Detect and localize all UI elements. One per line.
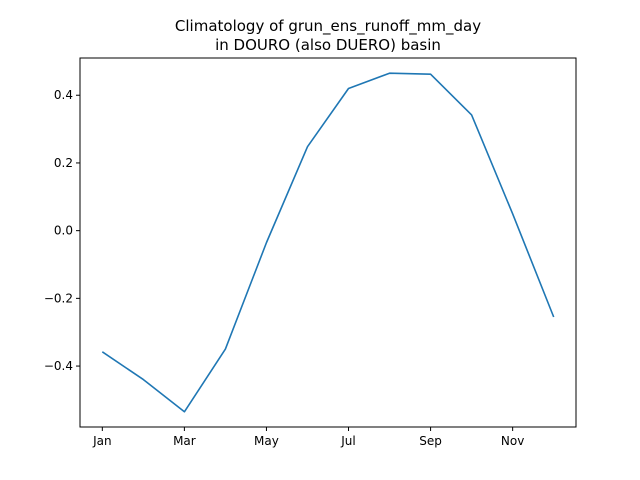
x-tick-label: Mar [173, 434, 196, 448]
y-tick-label: −0.4 [44, 359, 73, 373]
y-tick-label: 0.0 [54, 224, 73, 238]
x-tick-label: Jul [340, 434, 355, 448]
chart-title-line-1: Climatology of grun_ens_runoff_mm_day [175, 17, 481, 36]
series-line [101, 72, 555, 413]
x-tick-label: May [254, 434, 279, 448]
axes-frame [79, 57, 577, 428]
x-tick-label: Nov [501, 434, 524, 448]
y-tick-label: 0.4 [54, 88, 73, 102]
x-tick-label: Jan [92, 434, 112, 448]
y-tick-label: −0.2 [44, 291, 73, 305]
plot-area: Jan Mar May Jul Sep Nov −0.4 −0.2 0.0 0.2 0.4 [44, 57, 577, 448]
x-tick-label: Sep [419, 434, 442, 448]
y-tick-label: 0.2 [54, 156, 73, 170]
chart-title-line-2: in DOURO (also DUERO) basin [215, 36, 441, 54]
